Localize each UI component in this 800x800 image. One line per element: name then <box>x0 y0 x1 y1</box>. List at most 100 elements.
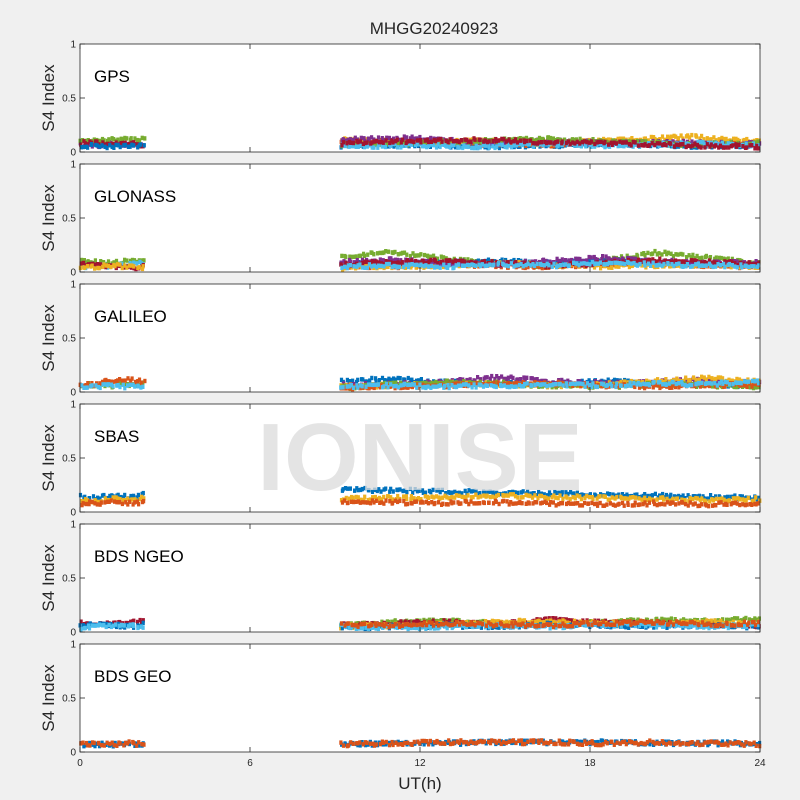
data-point <box>413 499 417 504</box>
data-point <box>142 143 146 148</box>
data-point <box>537 135 542 141</box>
data-point <box>405 258 409 263</box>
data-point <box>339 385 343 390</box>
data-point <box>585 261 589 267</box>
data-point <box>438 489 442 495</box>
data-point <box>624 142 628 148</box>
data-point <box>115 262 120 267</box>
data-point <box>531 144 535 149</box>
data-point <box>419 497 423 502</box>
data-point <box>582 261 586 266</box>
data-point <box>756 139 760 144</box>
data-point <box>352 260 356 265</box>
data-point <box>497 260 501 265</box>
data-point <box>545 383 549 389</box>
data-point <box>757 384 761 390</box>
data-point <box>517 136 521 142</box>
data-point <box>409 142 413 147</box>
data-point <box>349 140 353 145</box>
data-point <box>647 383 651 388</box>
data-point <box>506 375 510 380</box>
data-point <box>504 493 508 498</box>
data-point <box>554 140 558 145</box>
data-point <box>482 259 486 264</box>
data-point <box>681 138 685 144</box>
data-point <box>494 499 498 504</box>
data-point <box>141 490 145 496</box>
data-point <box>111 379 115 385</box>
data-point <box>479 263 483 269</box>
data-point <box>680 379 684 385</box>
data-point <box>607 265 611 270</box>
data-point <box>423 138 427 143</box>
data-point <box>677 261 681 266</box>
data-point <box>402 134 406 139</box>
data-point <box>753 616 757 621</box>
data-segment-0 <box>78 135 147 151</box>
data-point <box>365 140 369 145</box>
data-point <box>434 145 439 150</box>
data-point <box>651 263 655 269</box>
data-point <box>669 141 673 146</box>
data-point <box>599 139 603 144</box>
data-point <box>717 381 721 386</box>
data-point <box>556 495 560 501</box>
data-point <box>426 139 431 145</box>
data-point <box>720 140 724 146</box>
data-point <box>429 385 433 390</box>
data-point <box>694 134 699 139</box>
data-point <box>341 137 345 142</box>
data-point <box>630 503 634 508</box>
data-point <box>610 265 614 270</box>
data-point <box>366 497 370 503</box>
data-point <box>588 258 592 263</box>
data-point <box>554 495 558 500</box>
data-point <box>727 618 732 623</box>
data-point <box>738 497 742 502</box>
data-point <box>392 384 396 389</box>
data-point <box>752 264 756 269</box>
data-point <box>376 382 381 387</box>
data-point <box>635 139 640 144</box>
data-point <box>339 262 343 267</box>
data-point <box>735 376 739 382</box>
data-point <box>502 383 506 388</box>
data-point <box>570 381 574 386</box>
data-point <box>663 258 667 263</box>
data-point <box>98 381 102 386</box>
data-point <box>572 491 576 496</box>
data-point <box>551 136 556 141</box>
data-point <box>485 383 489 388</box>
data-point <box>738 258 742 263</box>
data-point <box>591 137 595 142</box>
data-point <box>346 500 350 505</box>
data-point <box>346 486 350 491</box>
data-point <box>565 495 569 500</box>
data-point <box>455 259 460 264</box>
data-point <box>400 259 404 265</box>
data-point <box>375 251 380 256</box>
data-point <box>435 264 439 269</box>
data-point <box>494 379 498 384</box>
data-point <box>546 496 551 501</box>
data-point <box>578 256 582 262</box>
data-point <box>605 383 610 388</box>
data-point <box>512 384 516 389</box>
data-point <box>135 137 139 143</box>
data-point <box>104 377 108 383</box>
data-point <box>97 499 101 505</box>
data-point <box>691 496 695 502</box>
data-point <box>446 139 450 145</box>
data-point <box>463 259 467 264</box>
data-point <box>564 381 569 386</box>
data-point <box>497 501 501 507</box>
data-point <box>140 494 144 500</box>
data-point <box>488 489 492 494</box>
data-point <box>87 626 92 631</box>
data-point <box>505 382 509 387</box>
data-point <box>509 261 513 266</box>
data-point <box>457 145 461 150</box>
data-point <box>717 145 721 150</box>
data-point <box>410 134 414 139</box>
data-point <box>87 501 91 507</box>
